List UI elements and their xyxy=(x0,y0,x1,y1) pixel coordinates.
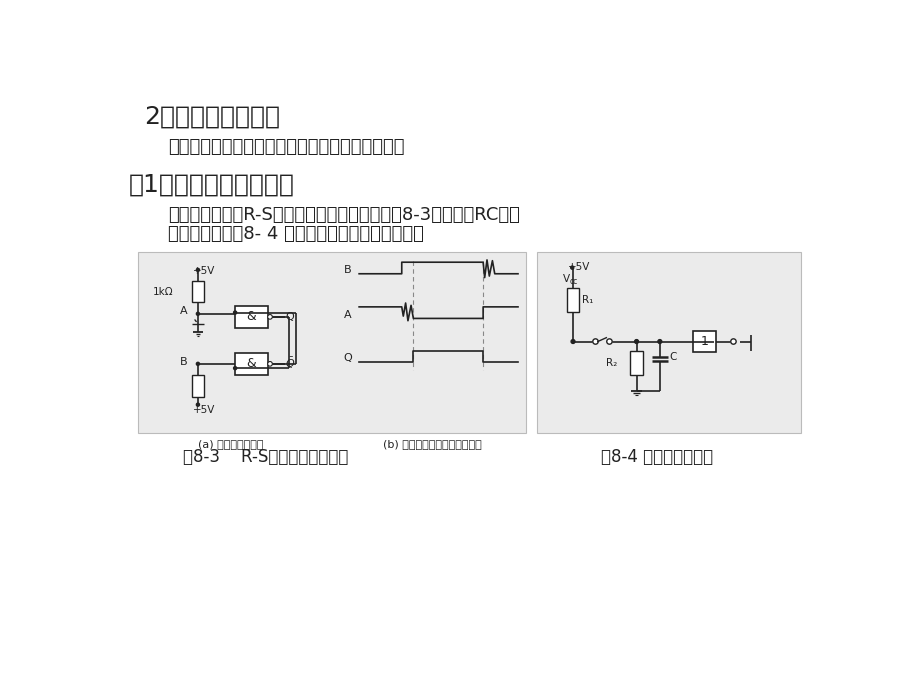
Circle shape xyxy=(634,339,638,344)
Bar xyxy=(537,253,800,433)
Text: 图8-3    R-S触发器消抖动电路: 图8-3 R-S触发器消抖动电路 xyxy=(183,448,348,466)
Text: A: A xyxy=(344,310,351,319)
Text: &: & xyxy=(246,310,256,324)
Circle shape xyxy=(607,339,611,344)
Text: (b) 键闭合、断开时的电压波动: (b) 键闭合、断开时的电压波动 xyxy=(383,440,482,449)
Circle shape xyxy=(267,362,272,366)
Bar xyxy=(630,351,642,375)
Bar xyxy=(692,331,716,353)
Text: 1: 1 xyxy=(700,335,708,348)
Circle shape xyxy=(196,313,199,315)
Bar xyxy=(566,288,579,313)
Text: 图8-4 滤波消抖动电路: 图8-4 滤波消抖动电路 xyxy=(601,448,713,466)
Text: A: A xyxy=(179,306,187,317)
Circle shape xyxy=(233,366,236,370)
Text: V: V xyxy=(562,274,570,284)
Circle shape xyxy=(196,362,199,366)
Circle shape xyxy=(571,339,574,344)
Text: 1kΩ: 1kΩ xyxy=(153,287,173,297)
Circle shape xyxy=(570,266,573,269)
Text: (a) 去抖动按键电路: (a) 去抖动按键电路 xyxy=(199,440,264,449)
Text: R₁: R₁ xyxy=(581,295,592,305)
Text: +5V: +5V xyxy=(192,404,215,415)
Text: R₂: R₂ xyxy=(606,359,617,368)
Circle shape xyxy=(657,339,661,344)
Circle shape xyxy=(606,339,611,344)
Circle shape xyxy=(196,403,199,406)
Circle shape xyxy=(731,339,735,344)
Text: 2．抖动的消除方法: 2．抖动的消除方法 xyxy=(144,104,280,128)
Text: （1）硬件消除抖动方法: （1）硬件消除抖动方法 xyxy=(129,172,294,196)
Text: B: B xyxy=(344,265,351,275)
Circle shape xyxy=(592,339,597,344)
Text: 滤波电路（如图8- 4 所示）构成去抖动按键电路。: 滤波电路（如图8- 4 所示）构成去抖动按键电路。 xyxy=(167,225,423,244)
Text: +5V: +5V xyxy=(192,266,215,276)
Text: Q: Q xyxy=(285,312,294,322)
Text: +5V: +5V xyxy=(567,262,589,273)
Text: C: C xyxy=(668,352,675,362)
Text: 采用简单的基本R-S触发器或单稳态电路（如图8-3所示）或RC积分: 采用简单的基本R-S触发器或单稳态电路（如图8-3所示）或RC积分 xyxy=(167,206,519,224)
Text: 消除抖动的方法有硬件消抖法和软件消抖法两种。: 消除抖动的方法有硬件消抖法和软件消抖法两种。 xyxy=(167,138,403,156)
Bar xyxy=(191,281,204,302)
Text: &: & xyxy=(246,357,256,371)
Circle shape xyxy=(267,315,272,319)
Circle shape xyxy=(233,311,236,314)
Text: cc: cc xyxy=(569,277,577,286)
Text: B: B xyxy=(179,357,187,366)
Bar xyxy=(191,375,204,397)
Bar xyxy=(235,306,267,328)
Text: Q: Q xyxy=(344,353,352,364)
Bar xyxy=(138,253,525,433)
Bar xyxy=(235,353,267,375)
Circle shape xyxy=(730,339,735,344)
Circle shape xyxy=(593,339,597,344)
Circle shape xyxy=(196,268,199,271)
Text: $\bar{Q}$: $\bar{Q}$ xyxy=(285,355,296,371)
